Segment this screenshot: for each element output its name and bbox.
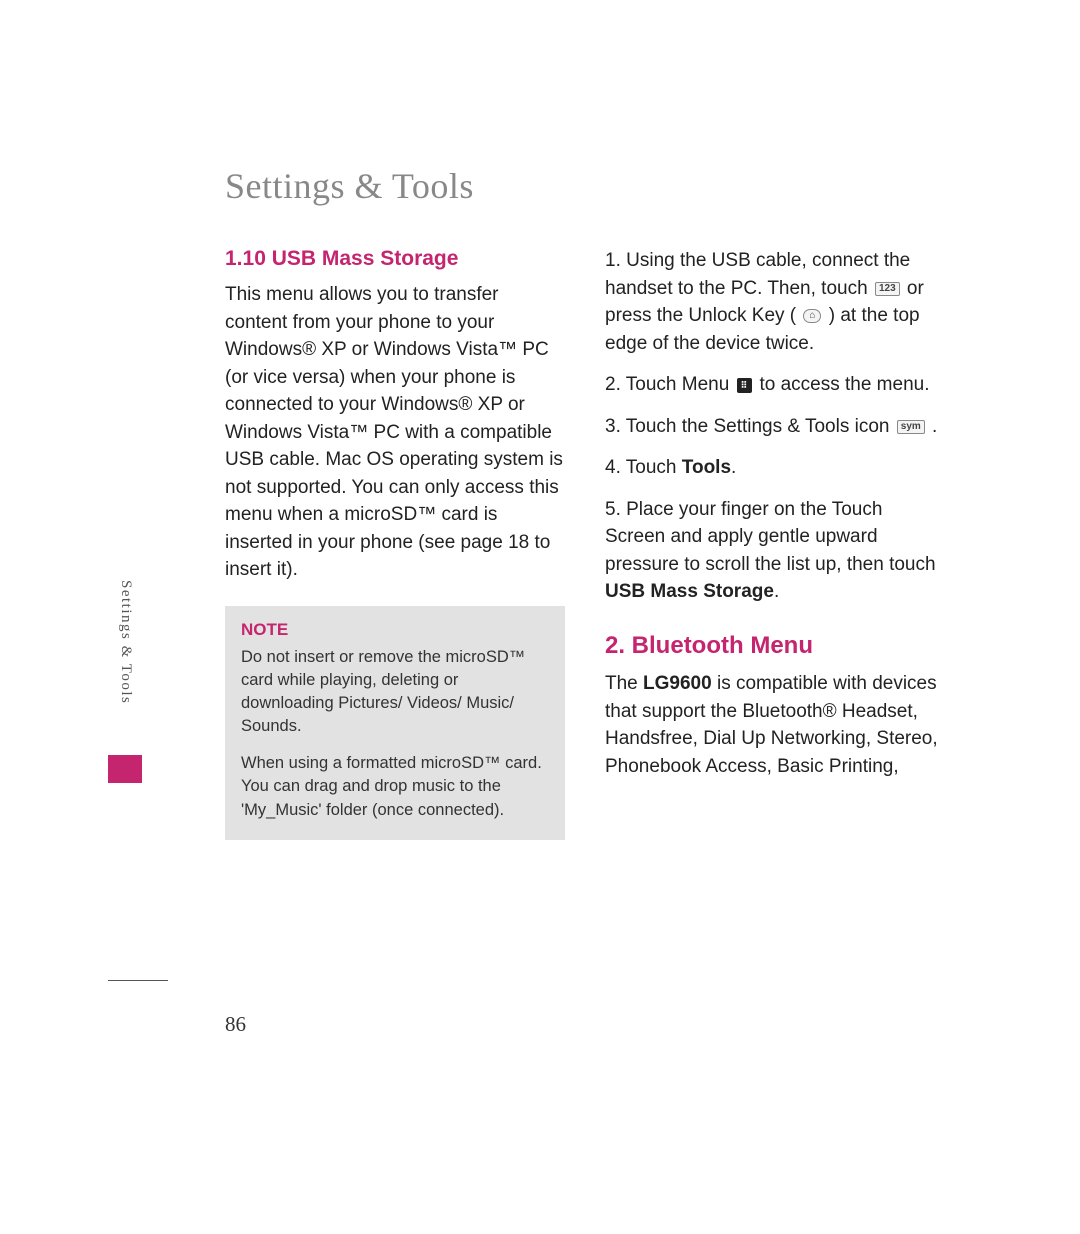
usb-mass-storage-heading: 1.10 USB Mass Storage <box>225 247 565 271</box>
bluetooth-body-bold: LG9600 <box>643 673 712 694</box>
step-3-text-b: . <box>927 416 938 437</box>
bluetooth-menu-heading: 2. Bluetooth Menu <box>605 632 945 660</box>
bluetooth-body-a: The <box>605 673 643 694</box>
step-4-end: . <box>731 457 736 478</box>
unlock-key-icon: ⌂ <box>803 309 821 323</box>
left-column: 1.10 USB Mass Storage This menu allows y… <box>225 247 565 840</box>
step-1-text-a: 1. Using the USB cable, connect the hand… <box>605 250 910 299</box>
step-2: 2. Touch Menu ⠿ to access the menu. <box>605 371 945 399</box>
bluetooth-menu-body: The LG9600 is compatible with devices th… <box>605 670 945 780</box>
side-tab-label: Settings & Tools <box>117 580 134 704</box>
step-4-bold: Tools <box>682 457 731 478</box>
side-tab-accent <box>108 755 142 783</box>
step-1: 1. Using the USB cable, connect the hand… <box>605 247 945 357</box>
steps-list: 1. Using the USB cable, connect the hand… <box>605 247 945 606</box>
step-5: 5. Place your finger on the Touch Screen… <box>605 496 945 606</box>
page-content: Settings & Tools 1.10 USB Mass Storage T… <box>225 165 945 840</box>
step-2-text-a: 2. Touch Menu <box>605 374 735 395</box>
step-4: 4. Touch Tools. <box>605 454 945 482</box>
123-icon: 123 <box>875 282 900 296</box>
page-number: 86 <box>225 1012 246 1037</box>
usb-mass-storage-body: This menu allows you to transfer content… <box>225 281 565 584</box>
note-title: NOTE <box>241 620 549 640</box>
step-5-bold: USB Mass Storage <box>605 581 774 602</box>
step-4-text: 4. Touch <box>605 457 682 478</box>
footer-rule <box>108 980 168 981</box>
step-5-end: . <box>774 581 779 602</box>
note-paragraph-2: When using a formatted microSD™ card. Yo… <box>241 752 549 821</box>
right-column: 1. Using the USB cable, connect the hand… <box>605 247 945 840</box>
step-2-text-b: to access the menu. <box>754 374 929 395</box>
step-3-text-a: 3. Touch the Settings & Tools icon <box>605 416 895 437</box>
two-column-layout: 1.10 USB Mass Storage This menu allows y… <box>225 247 945 840</box>
sym-icon: sym <box>897 420 925 434</box>
note-box: NOTE Do not insert or remove the microSD… <box>225 606 565 840</box>
note-paragraph-1: Do not insert or remove the microSD™ car… <box>241 646 549 738</box>
page-title: Settings & Tools <box>225 165 945 207</box>
menu-grid-icon: ⠿ <box>737 378 753 393</box>
step-3: 3. Touch the Settings & Tools icon sym . <box>605 413 945 441</box>
step-5-text-a: 5. Place your finger on the Touch Screen… <box>605 499 936 575</box>
